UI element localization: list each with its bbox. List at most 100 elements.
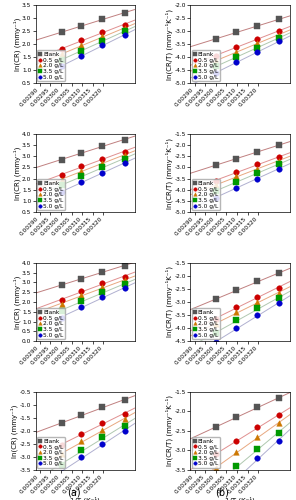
Point	[100, 32, 105, 40]
Point	[59, 461, 64, 469]
Point	[234, 324, 239, 332]
Point	[255, 169, 260, 177]
Point	[59, 182, 64, 190]
Point	[122, 280, 127, 288]
Point	[234, 58, 239, 66]
Point	[100, 169, 105, 177]
Point	[59, 282, 64, 290]
Point	[59, 156, 64, 164]
Point	[59, 300, 64, 308]
Point	[277, 412, 282, 420]
Point	[255, 48, 260, 56]
Point	[79, 172, 84, 180]
Point	[214, 62, 219, 70]
Point	[59, 28, 64, 36]
Point	[59, 56, 64, 64]
Point	[214, 320, 219, 328]
Point	[277, 300, 282, 308]
Point	[122, 410, 127, 418]
Point	[122, 148, 127, 156]
Y-axis label: ln(CR/T) (mmy⁻¹K⁻¹): ln(CR/T) (mmy⁻¹K⁻¹)	[166, 266, 173, 338]
Point	[59, 314, 64, 322]
Point	[234, 172, 239, 180]
Point	[234, 42, 239, 50]
Point	[79, 149, 84, 157]
Point	[100, 159, 105, 167]
Point	[214, 161, 219, 169]
X-axis label: 1/T (K⁻¹): 1/T (K⁻¹)	[70, 496, 100, 500]
Point	[214, 182, 219, 190]
Point	[100, 28, 105, 36]
Point	[277, 16, 282, 24]
Point	[100, 293, 105, 301]
Point	[234, 48, 239, 56]
Point	[100, 268, 105, 276]
Point	[122, 20, 127, 28]
Point	[277, 394, 282, 402]
Point	[122, 272, 127, 280]
Legend: Blank, 0.5 g/L, 2.0 g/L, 3.5 g/L, 5.0 g/L: Blank, 0.5 g/L, 2.0 g/L, 3.5 g/L, 5.0 g/…	[192, 179, 220, 210]
Point	[59, 176, 64, 184]
Point	[100, 404, 105, 411]
Point	[255, 298, 260, 306]
Point	[214, 52, 219, 60]
Point	[255, 22, 260, 30]
Point	[122, 262, 127, 270]
Point	[214, 57, 219, 65]
Point	[79, 287, 84, 295]
Point	[122, 422, 127, 430]
Point	[122, 136, 127, 143]
Point	[79, 167, 84, 175]
Point	[59, 50, 64, 58]
Point	[214, 177, 219, 185]
Point	[277, 38, 282, 46]
Point	[255, 277, 260, 285]
Legend: Blank, 0.5 g/L, 2.0 g/L, 3.5 g/L, 5.0 g/L: Blank, 0.5 g/L, 2.0 g/L, 3.5 g/L, 5.0 g/…	[192, 50, 220, 82]
Point	[79, 430, 84, 438]
Point	[122, 9, 127, 17]
Point	[255, 148, 260, 156]
Point	[122, 27, 127, 35]
Point	[214, 35, 219, 43]
Point	[277, 31, 282, 39]
Point	[234, 286, 239, 294]
Point	[234, 308, 239, 316]
Point	[79, 412, 84, 420]
Point	[255, 304, 260, 312]
Text: (b): (b)	[215, 488, 229, 498]
Point	[214, 68, 219, 76]
Point	[277, 156, 282, 164]
Point	[277, 154, 282, 162]
Point	[255, 35, 260, 43]
Point	[59, 188, 64, 196]
Point	[255, 423, 260, 431]
Point	[277, 34, 282, 42]
Point	[100, 38, 105, 46]
Point	[277, 270, 282, 278]
Point	[100, 154, 105, 162]
Y-axis label: ln(CR) (mmy⁻¹): ln(CR) (mmy⁻¹)	[13, 18, 21, 71]
Point	[214, 482, 219, 490]
Point	[277, 289, 282, 297]
Y-axis label: ln(CR/T) (mmy⁻¹K⁻¹): ln(CR/T) (mmy⁻¹K⁻¹)	[166, 396, 173, 466]
Point	[277, 164, 282, 172]
Point	[79, 446, 84, 454]
Legend: Blank, 0.5 g/L, 2.0 g/L, 3.5 g/L, 5.0 g/L: Blank, 0.5 g/L, 2.0 g/L, 3.5 g/L, 5.0 g/…	[37, 50, 65, 82]
Point	[255, 44, 260, 52]
Point	[59, 468, 64, 476]
Point	[255, 454, 260, 462]
Point	[79, 274, 84, 282]
Point	[277, 419, 282, 427]
Point	[79, 303, 84, 311]
Y-axis label: ln(CR) (mmy⁻¹): ln(CR) (mmy⁻¹)	[13, 146, 21, 200]
Point	[79, 453, 84, 461]
Point	[234, 413, 239, 421]
Point	[59, 296, 64, 304]
Point	[59, 62, 64, 70]
Point	[214, 496, 219, 500]
Point	[214, 187, 219, 195]
Point	[100, 42, 105, 50]
Point	[234, 154, 239, 162]
Point	[100, 440, 105, 448]
Legend: Blank, 0.5 g/L, 2.0 g/L, 3.5 g/L, 5.0 g/L: Blank, 0.5 g/L, 2.0 g/L, 3.5 g/L, 5.0 g/…	[37, 437, 65, 468]
